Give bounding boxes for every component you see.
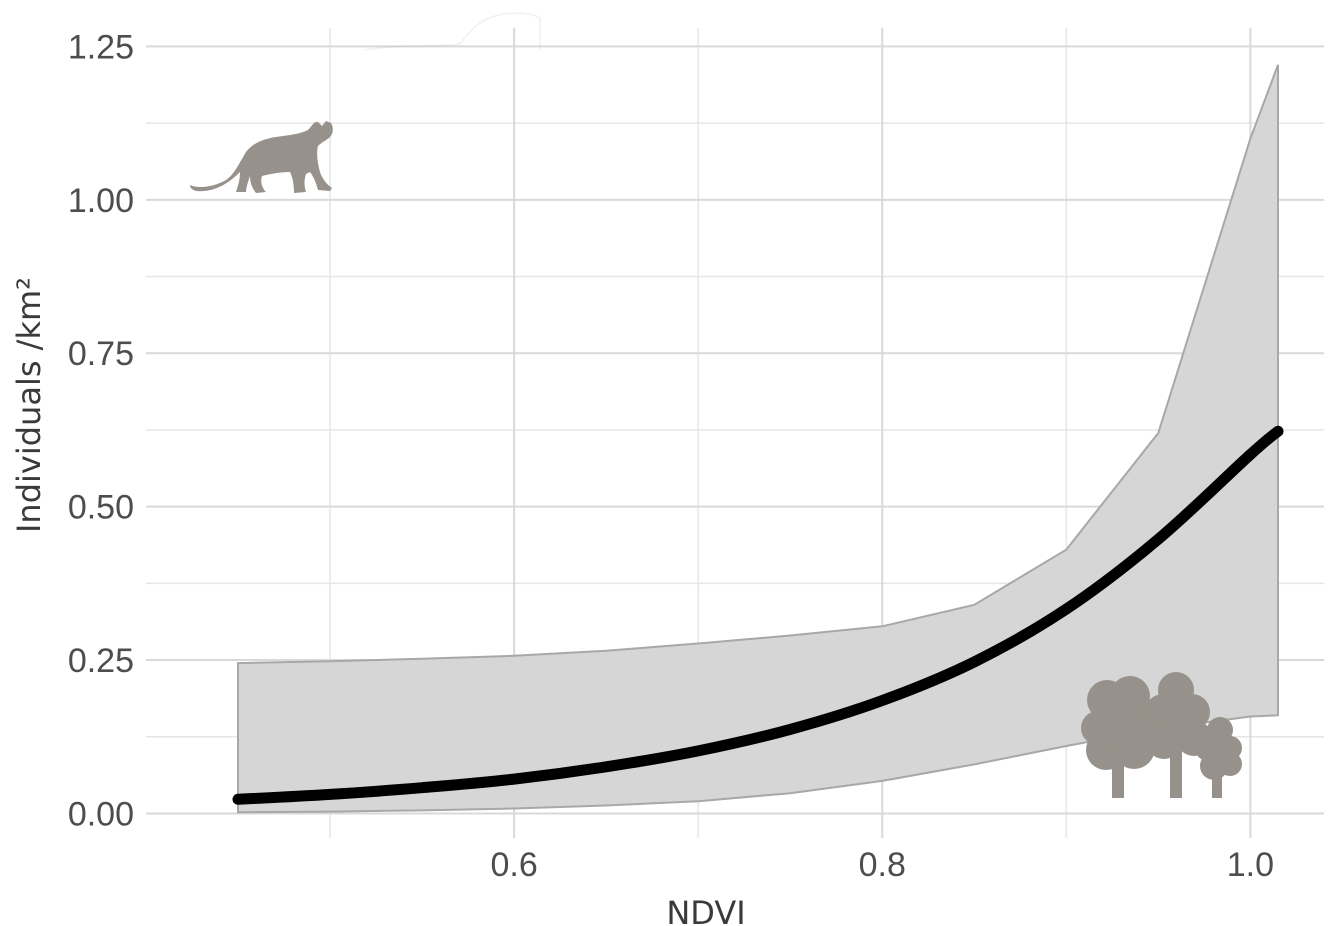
- y-tick-label: 0.25: [68, 642, 134, 680]
- x-axis-tick-labels: 0.6 0.8 1.0: [490, 846, 1274, 884]
- x-tick-label: 1.0: [1227, 846, 1274, 884]
- y-axis-tick-labels: 0.00 0.25 0.50 0.75 1.00 1.25: [68, 28, 134, 833]
- y-tick-label: 1.25: [68, 28, 134, 66]
- y-tick-label: 0.50: [68, 489, 134, 527]
- x-axis-title: NDVI: [666, 894, 745, 926]
- x-tick-label: 0.8: [859, 846, 906, 884]
- x-tick-label: 0.6: [490, 846, 537, 884]
- y-tick-label: 1.00: [68, 182, 134, 220]
- y-tick-label: 0.00: [68, 795, 134, 833]
- y-axis-title: Individuals /km²: [10, 277, 48, 533]
- y-tick-label: 0.75: [68, 335, 134, 373]
- cat-silhouette-icon: [190, 121, 333, 193]
